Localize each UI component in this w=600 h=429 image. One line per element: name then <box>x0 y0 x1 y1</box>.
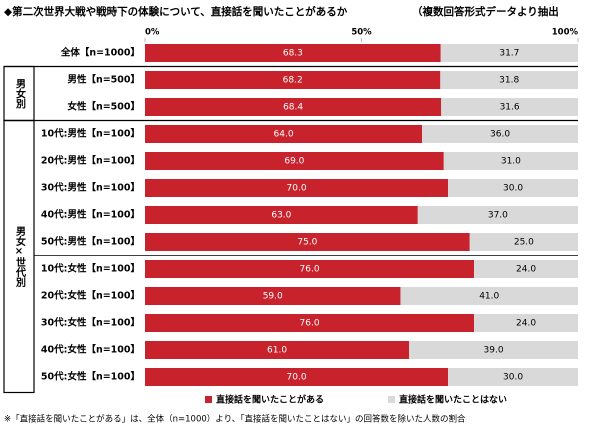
bar-segment <box>441 98 578 116</box>
category-label: 20代:女性【n=100】 <box>41 290 140 302</box>
bar-segment <box>448 179 578 197</box>
bar-segment <box>145 125 423 143</box>
bar-segment <box>145 44 441 62</box>
category-label: 20代:男性【n=100】 <box>41 155 140 167</box>
bar-segment <box>145 179 449 197</box>
value-label: 31.8 <box>499 76 519 86</box>
x-tick-label: 50% <box>351 28 372 38</box>
category-label: 全体【n=1000】 <box>60 47 140 59</box>
category-label: 10代:女性【n=100】 <box>41 263 140 275</box>
category-label: 10代:男性【n=100】 <box>41 128 140 140</box>
value-label: 36.0 <box>490 130 510 140</box>
value-label: 30.0 <box>503 184 523 194</box>
bar-segment <box>443 152 578 170</box>
footnote: ※「直接話を聞いたことがある」は、全体（n=1000）より、「直接話を聞いたこと… <box>4 414 466 425</box>
legend-swatch <box>205 396 212 403</box>
value-label: 31.6 <box>500 103 520 113</box>
category-label: 50代:女性【n=100】 <box>41 371 140 383</box>
category-label: 40代:女性【n=100】 <box>41 344 140 356</box>
bar-segment <box>469 233 578 251</box>
bar-segment <box>474 260 578 278</box>
bar-segment <box>474 314 578 332</box>
group-label: 男女×世代別 <box>14 226 27 288</box>
bar-segment <box>440 71 578 89</box>
value-label: 25.0 <box>514 238 534 248</box>
value-label: 24.0 <box>516 319 536 329</box>
value-label: 39.0 <box>484 346 504 356</box>
value-label: 70.0 <box>287 373 307 383</box>
category-label: 40代:男性【n=100】 <box>41 209 140 221</box>
category-label: 女性【n=500】 <box>67 101 140 113</box>
value-label: 41.0 <box>479 292 499 302</box>
bar-segment <box>145 314 475 332</box>
bar-segment <box>145 368 449 386</box>
value-label: 68.2 <box>283 76 303 86</box>
value-label: 68.4 <box>283 103 303 113</box>
bar-segment <box>145 71 441 89</box>
legend-swatch <box>388 396 395 403</box>
chart-title: ◆第二次世界大戦や戦時下の体験について、直接話を聞いたことがあるか <box>4 5 348 18</box>
value-label: 30.0 <box>503 373 523 383</box>
bar-segment <box>409 341 578 359</box>
bar-segment <box>145 98 442 116</box>
value-label: 75.0 <box>297 238 317 248</box>
bar-segment <box>145 152 444 170</box>
value-label: 68.3 <box>283 49 303 59</box>
bar-segment <box>417 206 578 224</box>
value-label: 37.0 <box>488 211 508 221</box>
bar-segment <box>400 287 578 305</box>
category-label: 男性【n=500】 <box>67 74 140 86</box>
value-label: 76.0 <box>300 265 320 275</box>
bar-segment <box>145 287 401 305</box>
bar-segment <box>145 233 470 251</box>
bar-segment <box>448 368 578 386</box>
bar-segment <box>145 341 410 359</box>
value-label: 24.0 <box>516 265 536 275</box>
value-label: 76.0 <box>300 319 320 329</box>
legend-label: 直接話を聞いたことがある <box>216 394 324 406</box>
x-tick-label: 0% <box>145 28 160 38</box>
value-label: 59.0 <box>263 292 283 302</box>
bar-segment <box>145 206 418 224</box>
category-label: 30代:男性【n=100】 <box>41 182 140 194</box>
x-tick-label: 100% <box>552 28 579 38</box>
value-label: 63.0 <box>271 211 291 221</box>
value-label: 64.0 <box>274 130 294 140</box>
bar-segment <box>422 125 578 143</box>
value-label: 31.7 <box>499 49 519 59</box>
value-label: 61.0 <box>267 346 287 356</box>
value-label: 70.0 <box>287 184 307 194</box>
value-label: 31.0 <box>501 157 521 167</box>
group-box <box>3 119 35 394</box>
bar-segment <box>145 260 475 278</box>
legend-label: 直接話を聞いたことはない <box>399 394 507 406</box>
group-label: 男女別 <box>14 78 27 109</box>
chart-subtitle: （複数回答形式データより抽出 <box>412 5 559 18</box>
category-label: 50代:男性【n=100】 <box>41 236 140 248</box>
bar-segment <box>440 44 578 62</box>
category-label: 30代:女性【n=100】 <box>41 317 140 329</box>
value-label: 69.0 <box>284 157 304 167</box>
